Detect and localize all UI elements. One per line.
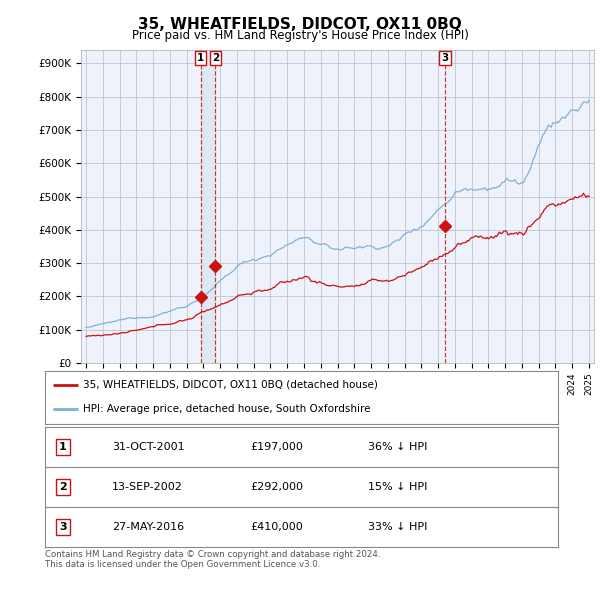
Text: £410,000: £410,000 <box>250 522 303 532</box>
Text: 13-SEP-2002: 13-SEP-2002 <box>112 482 182 491</box>
Text: HPI: Average price, detached house, South Oxfordshire: HPI: Average price, detached house, Sout… <box>83 404 371 414</box>
Text: 15% ↓ HPI: 15% ↓ HPI <box>368 482 428 491</box>
Text: £197,000: £197,000 <box>250 442 303 451</box>
Text: 1: 1 <box>197 53 204 63</box>
Text: 3: 3 <box>442 53 449 63</box>
Text: Contains HM Land Registry data © Crown copyright and database right 2024.
This d: Contains HM Land Registry data © Crown c… <box>45 550 380 569</box>
Text: 3: 3 <box>59 522 67 532</box>
Text: 1: 1 <box>59 442 67 451</box>
Text: 33% ↓ HPI: 33% ↓ HPI <box>368 522 428 532</box>
Text: 31-OCT-2001: 31-OCT-2001 <box>112 442 184 451</box>
Text: 36% ↓ HPI: 36% ↓ HPI <box>368 442 428 451</box>
Text: 2: 2 <box>59 482 67 491</box>
Text: 35, WHEATFIELDS, DIDCOT, OX11 0BQ: 35, WHEATFIELDS, DIDCOT, OX11 0BQ <box>138 17 462 31</box>
Text: 2: 2 <box>212 53 219 63</box>
Text: Price paid vs. HM Land Registry's House Price Index (HPI): Price paid vs. HM Land Registry's House … <box>131 30 469 42</box>
Text: 27-MAY-2016: 27-MAY-2016 <box>112 522 184 532</box>
Bar <box>200 50 215 363</box>
Text: 35, WHEATFIELDS, DIDCOT, OX11 0BQ (detached house): 35, WHEATFIELDS, DIDCOT, OX11 0BQ (detac… <box>83 380 379 390</box>
Text: £292,000: £292,000 <box>250 482 303 491</box>
